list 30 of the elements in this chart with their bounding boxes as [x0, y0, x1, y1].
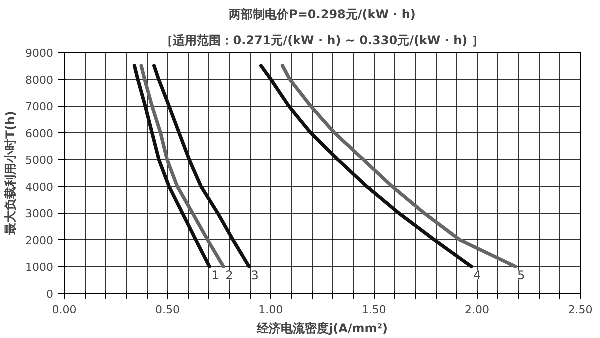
line-series [280, 64, 518, 268]
series-label: 1 [212, 268, 220, 283]
x-tick-label: 0.50 [155, 304, 180, 316]
chart-subtitle: ［适用范围：0.271元/(kW · h) ~ 0.330元/(kW · h) ］ [161, 34, 484, 48]
line-series [259, 64, 474, 268]
y-tick-label: 6000 [26, 127, 54, 140]
y-tick-label: 8000 [26, 74, 54, 87]
x-tick-label: 1.00 [258, 304, 284, 316]
x-axis-title: 经济电流密度j(A/mm²) [256, 322, 388, 336]
y-tick-label: 1000 [26, 261, 54, 274]
line-series [132, 64, 212, 268]
x-tick-label: 1.50 [362, 304, 386, 316]
series-label: 4 [474, 268, 482, 283]
y-tick-label: 9000 [26, 47, 54, 60]
x-tick-label: 0.00 [52, 304, 77, 316]
y-tick-label: 5000 [26, 154, 54, 168]
series-label: 2 [226, 268, 234, 283]
x-tick-label: 2.50 [568, 304, 593, 316]
line-series [152, 64, 251, 268]
series-label: 5 [517, 268, 526, 283]
y-tick-label: 7000 [26, 100, 54, 114]
y-tick-label: 4000 [26, 180, 54, 194]
y-tick-label: 2000 [26, 234, 54, 248]
y-axis-title: 最大负载利用小时T(h) [4, 111, 18, 236]
y-tick-label: 0 [46, 288, 54, 301]
y-tick-label: 3000 [26, 208, 54, 221]
series-label: 3 [251, 268, 259, 283]
chart-title: 两部制电价P=0.298元/(kW · h) [228, 8, 416, 22]
line-series [140, 64, 226, 268]
x-tick-label: 2.00 [465, 304, 490, 316]
